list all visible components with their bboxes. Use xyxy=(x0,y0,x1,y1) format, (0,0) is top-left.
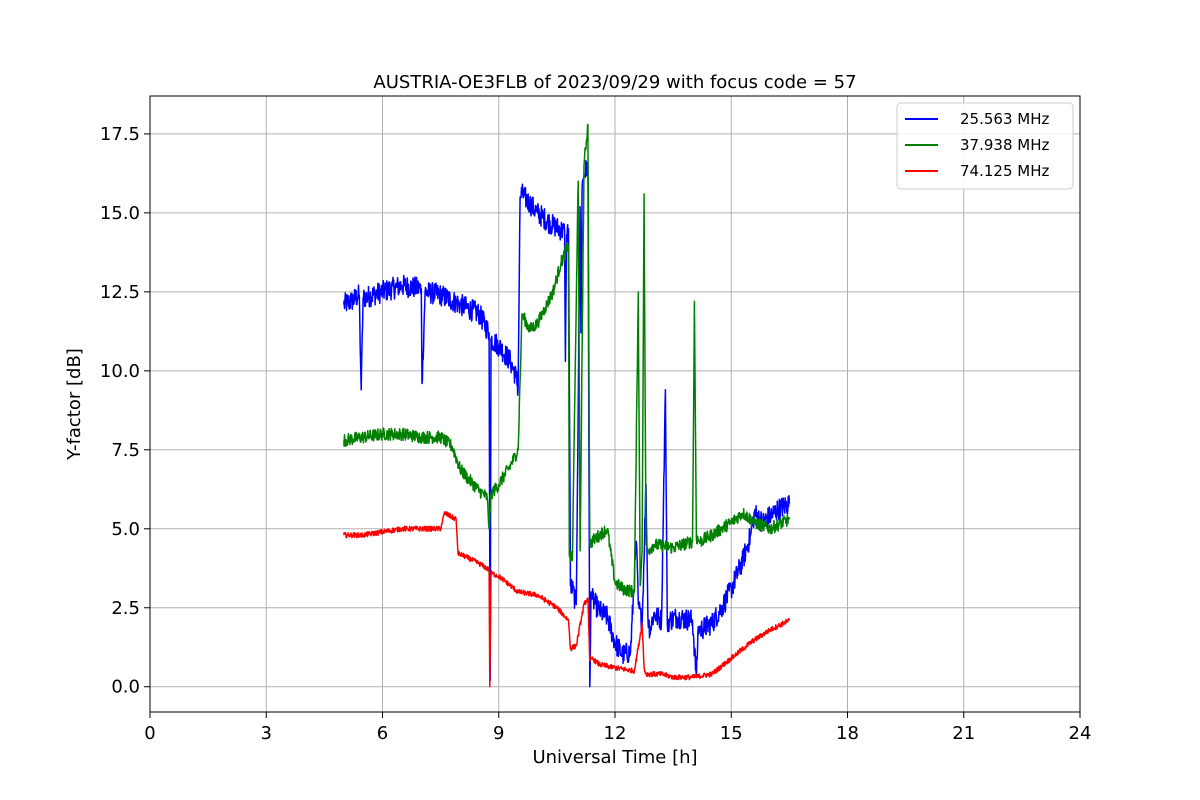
series-lines xyxy=(343,123,791,688)
legend-label: 37.938 MHz xyxy=(960,136,1049,154)
x-tick-label: 24 xyxy=(1069,723,1092,744)
x-tick-label: 0 xyxy=(144,723,155,744)
legend-box xyxy=(896,102,1074,190)
x-tick-label: 9 xyxy=(493,723,504,744)
legend-label: 25.563 MHz xyxy=(960,110,1049,128)
x-tick-label: 18 xyxy=(836,723,859,744)
y-axis-label: Y-factor [dB] xyxy=(64,348,85,461)
x-axis-label: Universal Time [h] xyxy=(532,747,697,768)
series-line-2 xyxy=(343,123,791,598)
y-axis-ticks: 0.0 2.5 5.0 7.5 10.0 12.5 15.0 17.5 xyxy=(100,124,150,698)
chart-title: AUSTRIA-OE3FLB of 2023/09/29 with focus … xyxy=(373,72,856,93)
series-line-1 xyxy=(343,159,791,688)
y-tick-label: 17.5 xyxy=(100,124,140,145)
y-tick-label: 0.0 xyxy=(111,677,140,698)
y-tick-label: 12.5 xyxy=(100,282,140,303)
x-axis-ticks: 0 3 6 9 12 15 18 21 24 xyxy=(144,712,1091,744)
series-line-3 xyxy=(343,511,791,688)
x-tick-label: 15 xyxy=(720,723,743,744)
y-tick-label: 10.0 xyxy=(100,361,140,382)
x-tick-label: 12 xyxy=(604,723,627,744)
x-tick-label: 3 xyxy=(261,723,272,744)
y-tick-label: 7.5 xyxy=(111,440,140,461)
legend: 25.563 MHz 37.938 MHz 74.125 MHz xyxy=(896,102,1074,190)
y-tick-label: 2.5 xyxy=(111,598,140,619)
x-tick-label: 21 xyxy=(952,723,975,744)
x-tick-label: 6 xyxy=(377,723,388,744)
y-tick-label: 5.0 xyxy=(111,519,140,540)
legend-label: 74.125 MHz xyxy=(960,162,1049,180)
y-tick-label: 15.0 xyxy=(100,203,140,224)
